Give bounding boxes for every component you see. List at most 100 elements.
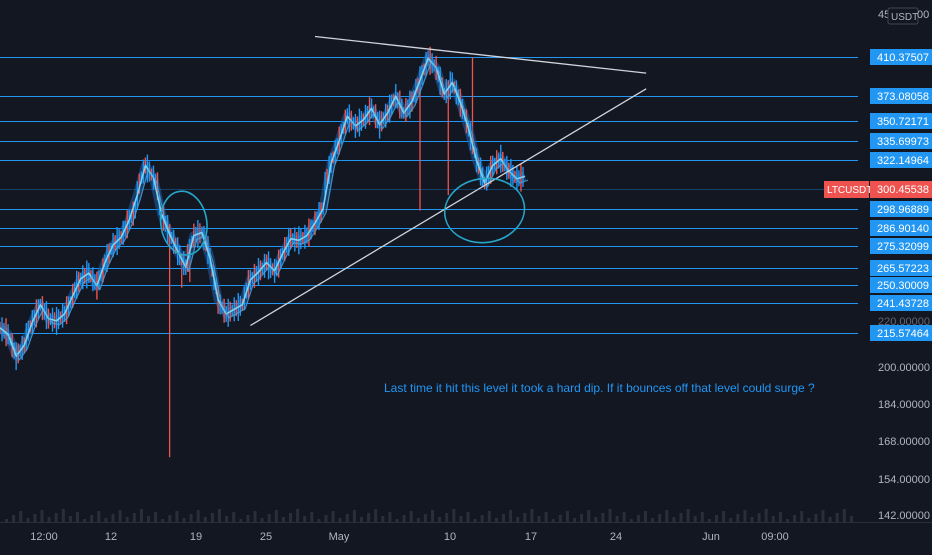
volume-bar-91	[651, 518, 655, 522]
volume-bar-59	[423, 514, 427, 522]
volume-bar-23	[168, 515, 172, 522]
volume-bar-43	[310, 512, 314, 522]
volume-bar-12	[90, 515, 94, 522]
x-tick-9: 09:00	[761, 531, 789, 543]
level-label-5: 298.96889	[877, 204, 929, 216]
volume-bar-64	[459, 516, 463, 522]
volume-bar-83	[594, 517, 598, 522]
volume-bar-79	[565, 511, 569, 522]
axis-top-label-tail: 00	[917, 9, 929, 21]
volume-bar-62	[445, 513, 449, 522]
volume-bar-81	[580, 514, 584, 522]
volume-bar-104	[743, 510, 747, 522]
volume-bar-103	[736, 514, 740, 522]
volume-bar-52	[374, 509, 378, 522]
level-label-9: 250.30009	[877, 280, 929, 292]
x-tick-1: 12	[105, 531, 117, 543]
level-label-2: 350.72171	[877, 116, 929, 128]
volume-bar-10	[76, 512, 79, 522]
volume-bar-112	[800, 511, 804, 522]
volume-bar-63	[452, 509, 456, 522]
volume-bar-82	[587, 510, 591, 522]
volume-bar-39	[281, 517, 285, 522]
volume-bar-73	[523, 513, 527, 522]
volume-bar-94	[672, 517, 676, 522]
volume-bar-113	[807, 518, 811, 522]
volume-bar-80	[573, 518, 576, 522]
level-label-8: 265.57223	[877, 263, 929, 275]
volume-bar-74	[530, 509, 534, 522]
left-circle	[159, 190, 208, 256]
level-label-bg-10	[870, 295, 932, 311]
ma-line-fast	[0, 57, 526, 357]
chart-annotation: Last time it hit this level it took a ha…	[384, 381, 815, 395]
level-label-bg-1	[870, 88, 932, 104]
volume-bar-50	[360, 517, 363, 522]
volume-bar-61	[438, 517, 442, 522]
volume-bar-87	[622, 512, 626, 522]
volume-bar-15	[111, 514, 115, 522]
volume-bar-102	[729, 518, 733, 522]
volume-bar-106	[757, 513, 761, 522]
x-tick-3: 25	[260, 531, 272, 543]
volume-bar-48	[345, 514, 349, 522]
x-tick-7: 24	[610, 531, 622, 543]
volume-bar-119	[849, 516, 853, 522]
volume-bar-96	[686, 509, 690, 522]
volume-bar-92	[658, 514, 662, 522]
volume-bar-115	[821, 510, 825, 522]
level-label-bg-2	[870, 113, 932, 129]
volume-bar-34	[246, 515, 250, 522]
level-label-6: 286.90140	[877, 223, 929, 235]
volume-bar-29	[210, 513, 214, 522]
volume-bar-88	[629, 519, 633, 522]
volume-bar-13	[97, 511, 101, 522]
volume-bar-31	[225, 516, 229, 522]
volume-bar-35	[253, 511, 257, 522]
volume-bar-11	[83, 519, 87, 522]
volume-bar-21	[154, 512, 158, 522]
volume-bar-55	[395, 519, 399, 522]
trendline-lower-support	[250, 88, 647, 327]
volume-bar-37	[267, 514, 271, 522]
volume-bar-2	[19, 511, 23, 522]
x-tick-8: Jun	[702, 531, 720, 543]
volume-bar-68	[487, 511, 491, 522]
volume-bar-85	[608, 509, 612, 522]
volume-bar-76	[544, 512, 548, 522]
volume-bar-5	[40, 510, 44, 522]
volume-bar-69	[494, 518, 498, 522]
volume-bar-97	[693, 516, 697, 522]
volume-bar-45	[324, 515, 328, 522]
x-tick-2: 19	[190, 531, 202, 543]
right-circle	[443, 177, 526, 244]
trendline-upper-resistance	[314, 35, 647, 74]
volume-bar-38	[274, 510, 278, 522]
volume-bar-56	[402, 515, 406, 522]
y-tick-0: 200.00000	[878, 362, 930, 374]
volume-bar-77	[551, 519, 555, 522]
volume-bar-14	[104, 518, 108, 522]
level-label-bg-11	[870, 325, 932, 341]
volume-bar-100	[715, 515, 718, 522]
volume-bar-90	[644, 511, 647, 522]
level-label-bg-8	[870, 260, 932, 276]
level-label-bg-6	[870, 220, 932, 236]
volume-bar-41	[296, 509, 300, 522]
volume-bar-46	[331, 511, 335, 522]
level-label-bg-7	[870, 238, 932, 254]
volume-bar-19	[139, 509, 143, 522]
symbol-label: LTCUSDT	[827, 185, 872, 196]
volume-bar-101	[722, 511, 726, 522]
volume-bar-53	[381, 516, 385, 522]
volume-bar-24	[175, 511, 179, 522]
volume-bar-25	[182, 518, 186, 522]
volume-bar-65	[466, 512, 470, 522]
volume-bar-118	[842, 509, 846, 522]
volume-bar-8	[61, 509, 65, 522]
volume-bar-18	[132, 513, 136, 522]
volume-bar-4	[33, 514, 37, 522]
volume-bar-20	[147, 516, 150, 522]
